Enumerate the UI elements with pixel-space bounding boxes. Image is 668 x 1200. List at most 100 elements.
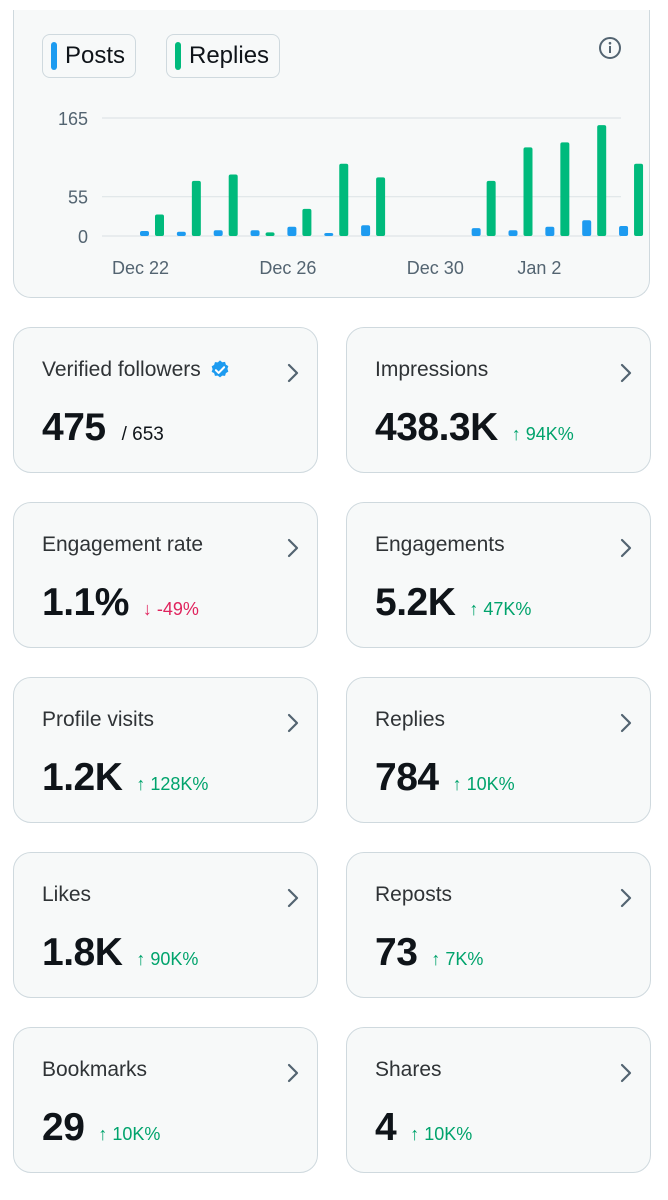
stat-value: 1.1% [42,581,129,624]
stat-value-row: 475 / 653 [42,406,164,450]
stat-card-verified-followers[interactable]: Verified followers 475 / 653 [13,327,318,473]
x-tick-label: Dec 30 [407,258,464,278]
bar-posts [176,231,186,236]
stat-label-row: Likes [42,883,91,907]
stat-value-row: 1.2K ↑ 128K% [42,756,208,800]
stat-value-row: 5.2K ↑ 47K% [375,581,531,625]
bar-replies [228,174,238,236]
chevron-right-icon [285,537,301,559]
stat-value: 5.2K [375,581,456,624]
bar-replies [155,214,164,236]
stat-label-row: Impressions [375,358,488,382]
stat-label-row: Bookmarks [42,1058,147,1082]
stat-card-engagements[interactable]: Engagements 5.2K ↑ 47K% [346,502,651,648]
stat-change: ↑ 94K% [511,424,574,444]
bar-posts [324,233,334,236]
stat-label-row: Profile visits [42,708,154,732]
bar-replies [560,142,570,236]
stat-label: Likes [42,883,92,906]
chevron-right-icon [285,712,301,734]
stat-value: 4 [375,1106,397,1149]
bar-replies [486,180,496,236]
stat-card-bookmarks[interactable]: Bookmarks 29 ↑ 10K% [13,1027,318,1173]
y-tick-label: 165 [58,109,88,129]
bar-replies [523,147,533,236]
stat-value: 1.8K [42,931,123,974]
stat-card-engagement-rate[interactable]: Engagement rate 1.1% ↓ -49% [13,502,318,648]
stat-label: Verified followers [42,358,201,381]
bar-posts [508,230,518,236]
stat-label: Reposts [375,883,453,906]
chevron-right-icon [618,712,634,734]
legend-posts-label: Posts [65,42,126,69]
stat-change: ↑ 10K% [410,1124,473,1144]
bar-posts [213,230,223,236]
stat-value: 784 [375,756,439,799]
bar-replies [302,208,312,236]
bar-chart: 0 55 165 Dec 22 Dec 26 Dec 30 Jan 2 [58,109,644,278]
legend-replies-toggle[interactable]: Replies [166,34,281,78]
chevron-right-icon [618,887,634,909]
chevron-right-icon [618,362,634,384]
stat-card-likes[interactable]: Likes 1.8K ↑ 90K% [13,852,318,998]
chevron-right-icon [285,1062,301,1084]
stat-card-replies[interactable]: Replies 784 ↑ 10K% [346,677,651,823]
stat-card-reposts[interactable]: Reposts 73 ↑ 7K% [346,852,651,998]
stat-change: ↑ 128K% [136,774,209,794]
stat-label: Shares [375,1058,442,1081]
stat-total: / 653 [121,424,164,445]
bar-posts [471,228,481,236]
verified-badge-icon [211,360,229,378]
stat-value-row: 73 ↑ 7K% [375,931,483,975]
y-tick-label: 0 [78,227,88,247]
stat-change: ↑ 90K% [136,949,199,969]
stat-label-row: Engagement rate [42,533,203,557]
x-tick-label: Dec 22 [112,258,169,278]
stat-label-row: Verified followers [42,358,231,382]
stat-change: ↑ 10K% [452,774,515,794]
bar-replies [265,232,275,236]
stat-card-shares[interactable]: Shares 4 ↑ 10K% [346,1027,651,1173]
bar-replies [634,163,644,236]
bar-replies [597,125,607,236]
info-icon[interactable] [598,36,622,60]
bar-posts [287,226,297,236]
legend-posts-toggle[interactable]: Posts [42,34,137,78]
stat-label-row: Replies [375,708,445,732]
stat-label: Profile visits [42,708,155,731]
stat-value: 73 [375,931,418,974]
stat-label: Replies [375,708,446,731]
stat-label: Impressions [375,358,489,381]
stat-change: ↑ 10K% [98,1124,161,1144]
stat-label-row: Reposts [375,883,452,907]
stat-change: ↓ -49% [142,599,199,619]
stat-value-row: 29 ↑ 10K% [42,1106,160,1150]
stat-value-row: 1.1% ↓ -49% [42,581,199,625]
posts-swatch-icon [51,42,57,70]
bar-posts [361,225,371,236]
chevron-right-icon [285,887,301,909]
chevron-right-icon [285,362,301,384]
bar-replies [376,177,386,236]
bar-posts [250,230,260,236]
bar-posts [582,220,592,236]
stat-label: Engagements [375,533,505,556]
bar-replies [191,180,201,236]
chevron-right-icon [618,537,634,559]
stat-label: Engagement rate [42,533,204,556]
bar-replies [339,163,349,236]
y-tick-label: 55 [68,188,88,208]
stat-value-row: 784 ↑ 10K% [375,756,515,800]
bar-posts [140,230,149,236]
stat-card-profile-visits[interactable]: Profile visits 1.2K ↑ 128K% [13,677,318,823]
stat-value: 29 [42,1106,85,1149]
stat-card-impressions[interactable]: Impressions 438.3K ↑ 94K% [346,327,651,473]
stat-value: 475 [42,406,106,449]
stat-change: ↑ 7K% [431,949,484,969]
stat-change: ↑ 47K% [469,599,532,619]
stat-label-row: Engagements [375,533,505,557]
activity-chart-card: Posts Replies 0 55 165 Dec 22 Dec 26 Dec 30 Ja… [13,10,650,298]
stat-label: Bookmarks [42,1058,148,1081]
stat-value-row: 1.8K ↑ 90K% [42,931,198,975]
bar-posts [619,225,629,236]
